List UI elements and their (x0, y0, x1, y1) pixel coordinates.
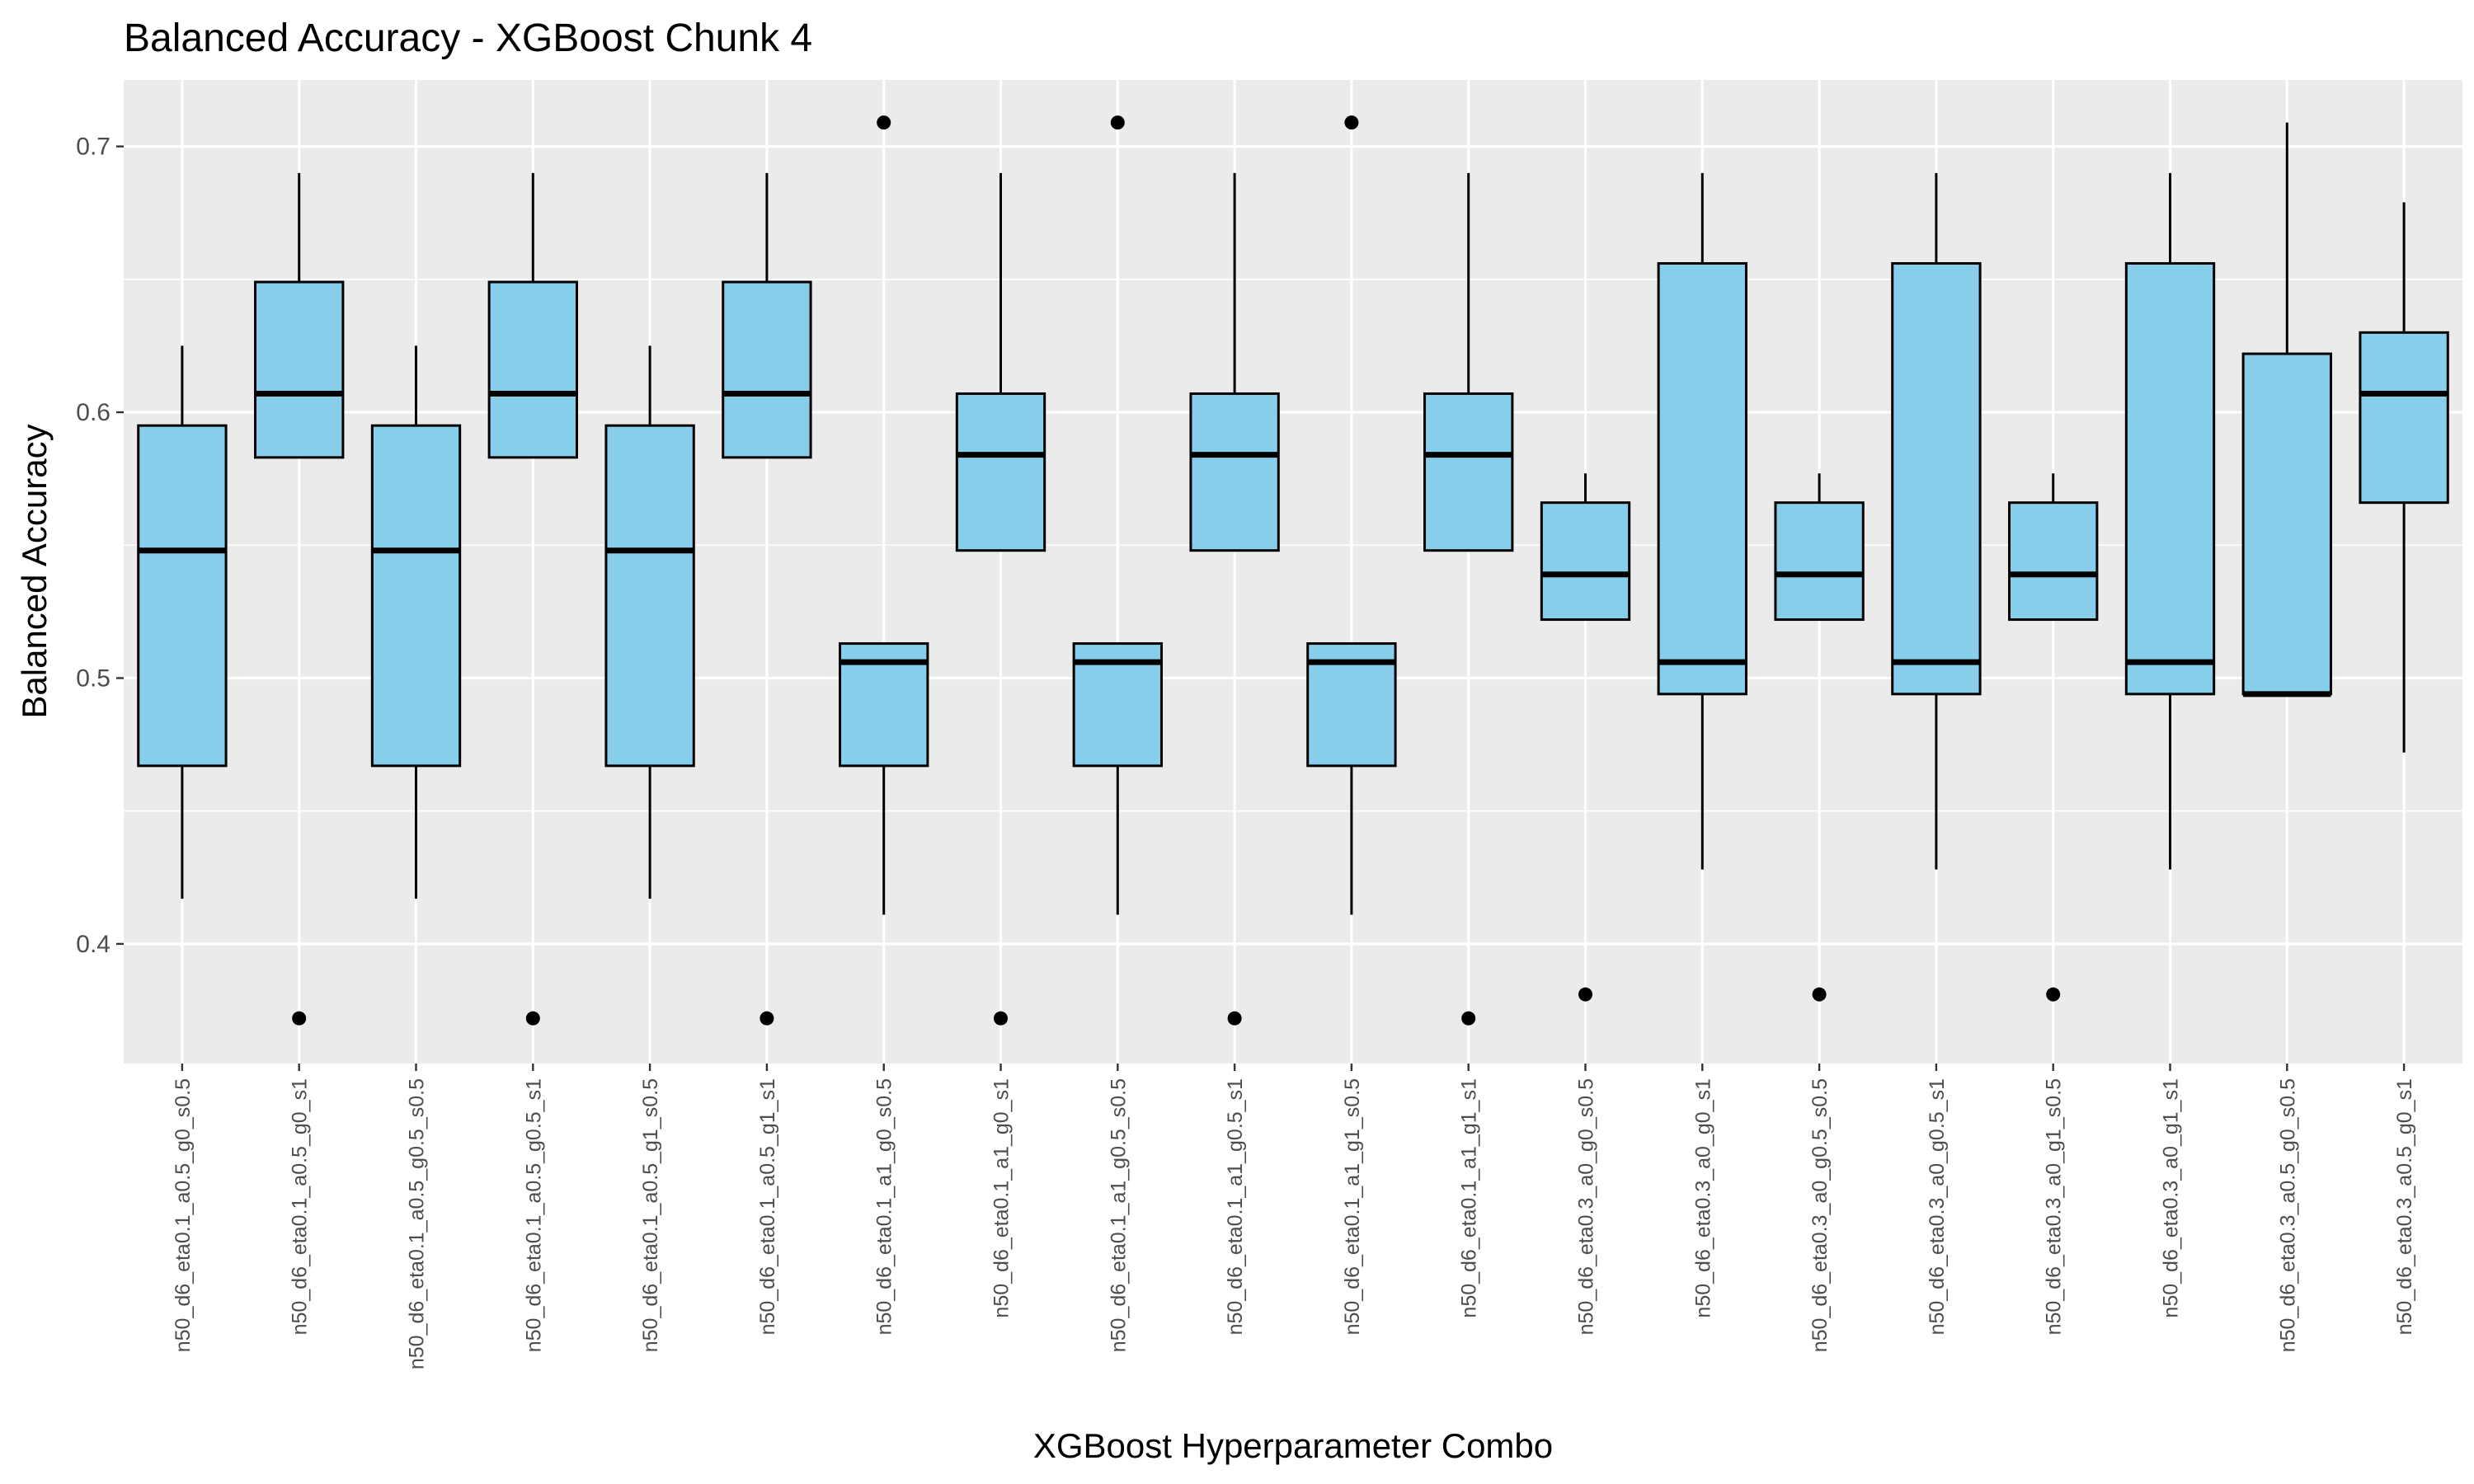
x-tick-label: n50_d6_eta0.1_a0.5_g0.5_s1 (522, 1078, 545, 1352)
x-axis-title: XGBoost Hyperparameter Combo (1033, 1426, 1553, 1465)
outlier-point (292, 1011, 307, 1026)
box-4 (487, 172, 578, 1026)
outlier-point (877, 115, 891, 130)
box-14 (1657, 172, 1747, 870)
box-15 (1774, 473, 1865, 1002)
x-tick-label: n50_d6_eta0.1_a1_g0.5_s1 (1224, 1078, 1247, 1335)
box-16 (1891, 172, 1982, 870)
box-11 (1306, 115, 1397, 915)
x-tick-label: n50_d6_eta0.1_a0.5_g0_s0.5 (172, 1078, 195, 1352)
box-iqr (2241, 352, 2332, 696)
plot-panel (124, 80, 2462, 1064)
x-tick-label: n50_d6_eta0.1_a1_g1_s1 (1458, 1078, 1481, 1318)
box-19 (2241, 122, 2332, 697)
x-tick-label: n50_d6_eta0.1_a0.5_g0_s1 (289, 1078, 312, 1335)
y-axis: 0.4 0.5 0.6 0.7 (76, 134, 124, 958)
box-18 (2124, 172, 2216, 870)
x-tick-label: n50_d6_eta0.3_a0_g1_s1 (2160, 1078, 2183, 1318)
box-17 (2008, 473, 2099, 1002)
box-iqr (137, 424, 228, 768)
box-iqr (1189, 392, 1280, 552)
outlier-point (1578, 987, 1592, 1002)
box-iqr (487, 280, 578, 459)
x-tick-label: n50_d6_eta0.3_a0_g0.5_s1 (1926, 1078, 1949, 1335)
x-tick-label: n50_d6_eta0.1_a0.5_g0.5_s0.5 (406, 1078, 429, 1369)
box-5 (604, 345, 695, 899)
box-8 (955, 172, 1047, 1026)
x-tick-label: n50_d6_eta0.1_a1_g1_s0.5 (1341, 1078, 1364, 1335)
y-tick-label: 0.7 (76, 134, 111, 161)
x-tick-label: n50_d6_eta0.1_a0.5_g1_s1 (756, 1078, 779, 1335)
outlier-point (2046, 987, 2061, 1002)
box-iqr (955, 392, 1047, 552)
box-20 (2359, 202, 2449, 753)
outlier-point (1227, 1011, 1242, 1026)
box-iqr (2359, 331, 2449, 505)
x-tick-label: n50_d6_eta0.1_a1_g0_s1 (990, 1078, 1014, 1318)
y-tick-label: 0.4 (76, 931, 111, 958)
outlier-point (1344, 115, 1359, 130)
box-iqr (2008, 501, 2099, 622)
outlier-point (525, 1011, 540, 1026)
box-2 (254, 172, 345, 1026)
y-tick-label: 0.6 (76, 399, 111, 426)
box-12 (1423, 172, 1514, 1026)
outlier-point (994, 1011, 1008, 1026)
x-tick-label: n50_d6_eta0.3_a0.5_g0_s1 (2393, 1078, 2416, 1335)
y-tick-label: 0.5 (76, 665, 111, 692)
box-iqr (254, 280, 345, 459)
box-7 (839, 115, 929, 915)
box-iqr (722, 280, 812, 459)
outlier-point (1812, 987, 1827, 1002)
box-iqr (1540, 501, 1631, 622)
box-iqr (1891, 261, 1982, 696)
x-tick-label: n50_d6_eta0.3_a0_g0.5_s0.5 (1808, 1078, 1832, 1352)
x-tick-label: n50_d6_eta0.1_a0.5_g1_s0.5 (639, 1078, 662, 1352)
x-tick-label: n50_d6_eta0.1_a1_g0.5_s0.5 (1107, 1078, 1130, 1352)
box-iqr (1774, 501, 1865, 622)
box-iqr (370, 424, 462, 768)
outlier-point (1110, 115, 1125, 130)
chart-title: Balanced Accuracy - XGBoost Chunk 4 (124, 16, 812, 60)
box-3 (370, 345, 462, 899)
box-9 (1072, 115, 1163, 915)
box-13 (1540, 473, 1631, 1002)
box-1 (137, 345, 228, 899)
outlier-point (1461, 1011, 1476, 1026)
x-tick-label: n50_d6_eta0.1_a1_g0_s0.5 (873, 1078, 896, 1335)
x-axis: n50_d6_eta0.1_a0.5_g0_s0.5 n50_d6_eta0.1_… (172, 1064, 2416, 1369)
box-iqr (1423, 392, 1514, 552)
box-iqr (604, 424, 695, 768)
box-10 (1189, 172, 1280, 1026)
x-tick-label: n50_d6_eta0.3_a0.5_g0_s0.5 (2276, 1078, 2299, 1352)
y-axis-title: Balanced Accuracy (15, 424, 54, 718)
x-tick-label: n50_d6_eta0.3_a0_g0_s1 (1691, 1078, 1714, 1318)
box-iqr (2124, 261, 2216, 696)
boxes (137, 115, 2449, 1026)
x-tick-label: n50_d6_eta0.3_a0_g0_s0.5 (1575, 1078, 1598, 1335)
x-tick-label: n50_d6_eta0.3_a0_g1_s0.5 (2043, 1078, 2066, 1335)
box-6 (722, 172, 812, 1026)
box-iqr (1657, 261, 1747, 696)
outlier-point (760, 1011, 774, 1026)
